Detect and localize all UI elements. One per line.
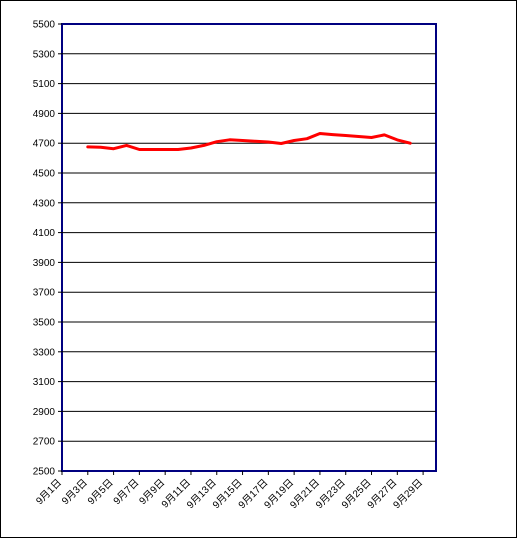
- data-point: [306, 137, 308, 140]
- y-tick-label: 4300: [33, 198, 56, 209]
- data-point: [293, 139, 295, 142]
- x-tick-label: 9月3日: [59, 477, 89, 507]
- y-tick-label: 3500: [33, 318, 56, 329]
- y-tick-label: 2900: [33, 407, 56, 418]
- data-point: [409, 142, 412, 144]
- x-tick-label: 9月7日: [111, 477, 141, 507]
- y-tick-label: 3700: [33, 288, 56, 299]
- data-point: [190, 147, 192, 149]
- x-axis: 9月1日9月3日9月5日9月7日9月9日9月11日9月13日9月15日9月17日…: [34, 471, 425, 511]
- data-point: [228, 138, 231, 141]
- data-point: [203, 144, 205, 147]
- data-point: [254, 140, 257, 143]
- data-point: [99, 146, 102, 149]
- y-tick-label: 3100: [33, 377, 56, 388]
- x-tick-label: 9月1日: [34, 477, 64, 507]
- y-tick-label: 4900: [33, 109, 56, 120]
- y-tick-label: 4100: [33, 228, 56, 239]
- data-point: [177, 148, 179, 151]
- data-point: [383, 134, 386, 136]
- data-point: [280, 142, 283, 145]
- y-tick-label: 3300: [33, 347, 56, 358]
- data-point: [396, 139, 399, 141]
- y-tick-label: 4500: [33, 169, 56, 180]
- series-group: [86, 132, 412, 151]
- gridlines: [62, 53, 436, 442]
- data-point: [344, 134, 347, 137]
- y-axis: 2500 2700 2900 3100 3300 3500 3700 3900 4100 4300…: [33, 20, 62, 478]
- y-tick-label: 4700: [33, 139, 56, 150]
- data-point: [241, 139, 244, 142]
- data-point: [112, 147, 115, 150]
- plot-area: [61, 23, 437, 472]
- y-tick-label: 2700: [33, 437, 56, 448]
- x-tick-label: 9月5日: [85, 477, 115, 507]
- y-tick-label: 5500: [33, 20, 56, 31]
- data-point: [332, 133, 334, 136]
- data-point: [267, 141, 270, 143]
- data-point: [357, 135, 360, 138]
- y-tick-label: 5100: [33, 79, 56, 90]
- y-tick-label: 2500: [33, 467, 56, 478]
- data-point: [151, 148, 154, 151]
- data-point: [138, 148, 141, 151]
- series-line: [86, 132, 412, 151]
- data-point: [319, 132, 321, 135]
- data-point: [370, 136, 373, 139]
- data-point: [215, 140, 218, 143]
- data-point: [125, 144, 128, 147]
- y-tick-label: 3900: [33, 258, 56, 269]
- data-point: [164, 148, 166, 151]
- data-point: [86, 146, 89, 148]
- y-tick-label: 5300: [33, 49, 56, 60]
